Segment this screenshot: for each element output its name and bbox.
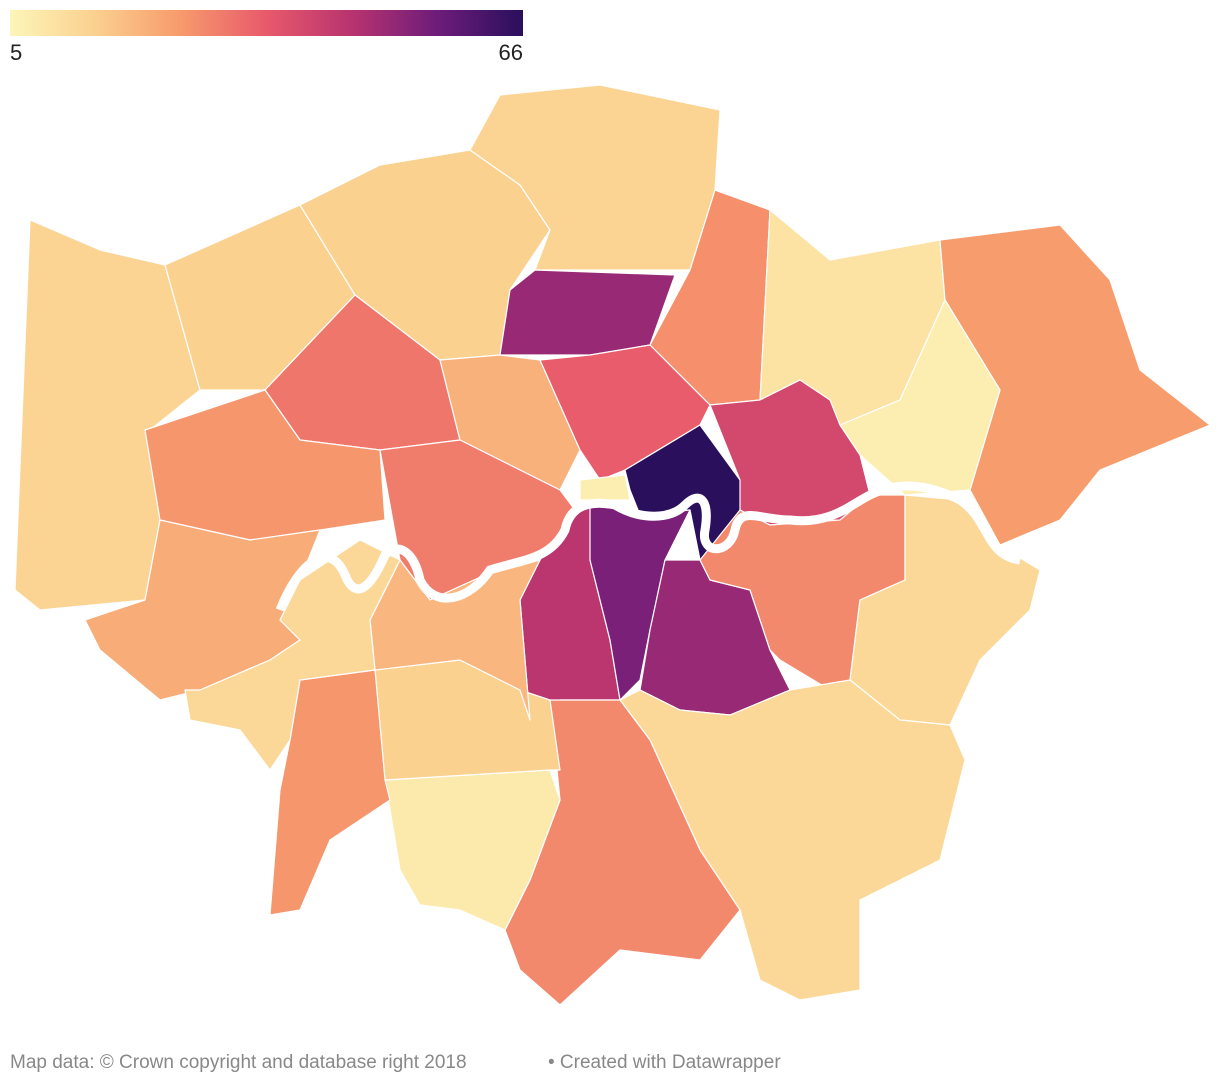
river	[275, 481, 1021, 612]
footer-source: Map data: © Crown copyright and database…	[10, 1052, 467, 1073]
legend-min: 5	[10, 40, 22, 65]
borough	[269, 669, 391, 916]
borough	[384, 769, 561, 931]
borough	[579, 474, 631, 501]
footer-credit: • Created with Datawrapper	[548, 1052, 781, 1073]
borough	[14, 219, 201, 611]
borough	[499, 269, 676, 356]
regions	[14, 84, 1211, 1006]
borough	[709, 379, 871, 526]
legend-bar	[10, 10, 523, 36]
borough	[839, 299, 1001, 496]
legend-max: 66	[499, 40, 523, 65]
borough	[184, 539, 401, 771]
